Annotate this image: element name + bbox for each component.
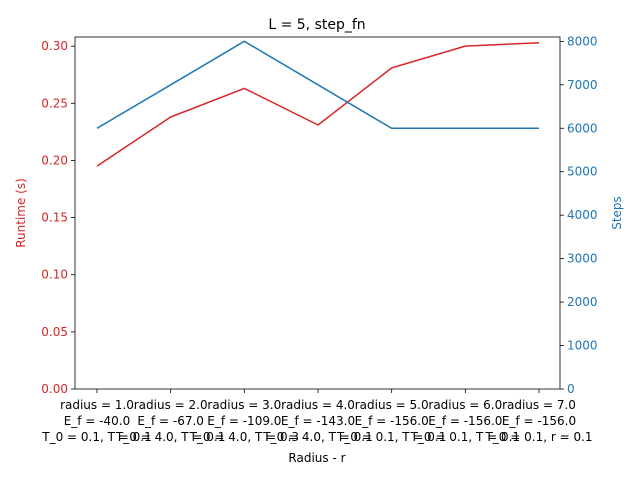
x-tick-label: E_f = -109.0 — [207, 414, 281, 428]
chart-title: L = 5, step_fn — [268, 17, 365, 33]
y-left-tick-label: 0.05 — [41, 325, 68, 339]
x-tick-label: T_0 = 4.0, T = 0.3 — [189, 430, 299, 444]
plot-frame — [74, 36, 561, 390]
y-right-tick-label: 5000 — [567, 165, 598, 179]
x-tick-label: E_f = -156.0 — [502, 414, 576, 428]
x-tick-label: radius = 7.0 — [502, 398, 576, 412]
y-left-tick-label: 0.00 — [41, 382, 68, 396]
y-left-tick-label: 0.25 — [41, 96, 68, 110]
x-tick-label: radius = 6.0 — [428, 398, 502, 412]
y-right-tick-label: 4000 — [567, 208, 598, 222]
x-axis-label: Radius - r — [288, 451, 345, 465]
plot-area: 0.00 0.05 0.10 0.15 0.20 0.25 0.30 0 1000 2000 300… — [41, 34, 597, 444]
runtime-line — [96, 41, 540, 167]
x-tick-label: E_f = -156.0 — [428, 414, 502, 428]
x-tick-label: E_f = -156.0 — [355, 414, 429, 428]
y-right-tick-label: 1000 — [567, 339, 598, 353]
x-tick-label: T_0 = 0.1, T = 0.1 — [410, 430, 520, 444]
x-tick-label: E_f = -40.0 — [64, 414, 131, 428]
y-left-tick-label: 0.10 — [41, 268, 68, 282]
y-right-tick-label: 8000 — [567, 34, 598, 48]
x-tick-label: radius = 2.0 — [134, 398, 208, 412]
x-tick-label: radius = 5.0 — [355, 398, 429, 412]
x-tick-label: E_f = -143.0 — [281, 414, 355, 428]
y-right-tick-label: 2000 — [567, 295, 598, 309]
y-left-tick-label: 0.15 — [41, 211, 68, 225]
x-tick-label: radius = 1.0 — [60, 398, 134, 412]
y-axis-left-label: Runtime (s) — [14, 178, 28, 248]
y-right-tick-label: 7000 — [567, 78, 598, 92]
x-tick-label: T_0 = 0.1, T = 0.1 — [336, 430, 446, 444]
y-right-tick-label: 3000 — [567, 252, 598, 266]
x-tick-label: T_0 = 4.0, T = 0.1 — [115, 430, 225, 444]
y-left-tick-label: 0.30 — [41, 39, 68, 53]
x-tick-label: T_0 = 0.1, T = 0.1 — [41, 430, 151, 444]
x-tick-label: T_0 = 0.1, r = 0.1 — [484, 430, 592, 444]
x-tick-label: E_f = -67.0 — [137, 414, 204, 428]
y-left-tick-label: 0.20 — [41, 153, 68, 167]
y-axis-right-label: Steps — [610, 196, 624, 230]
y-right-tick-label: 6000 — [567, 121, 598, 135]
x-tick-label: radius = 4.0 — [281, 398, 355, 412]
y-right-tick-label: 0 — [567, 382, 575, 396]
x-tick-label: radius = 3.0 — [207, 398, 281, 412]
x-tick-label: T_0 = 4.0, T = 0.1 — [262, 430, 372, 444]
